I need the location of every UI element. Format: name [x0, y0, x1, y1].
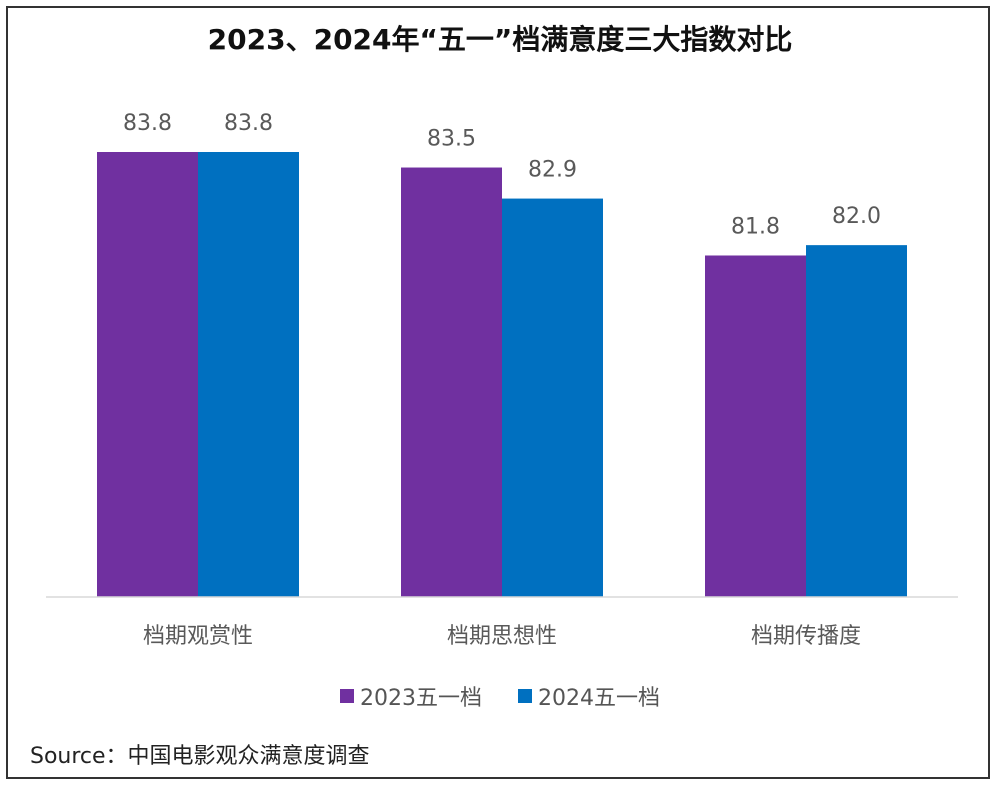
legend-swatch-2023 — [340, 689, 354, 703]
data-label-2023-2: 81.8 — [731, 214, 780, 239]
legend-item-2024: 2024五一档 — [518, 680, 660, 712]
data-label-2023-1: 83.5 — [427, 127, 476, 152]
bar-2024-2 — [806, 245, 907, 598]
legend-label-2024: 2024五一档 — [538, 686, 660, 711]
chart-legend: 2023五一档 2024五一档 — [0, 680, 1000, 712]
bar-2024-0 — [198, 152, 299, 597]
legend-swatch-2024 — [518, 689, 532, 703]
data-label-2024-0: 83.8 — [224, 111, 273, 136]
legend-item-2023: 2023五一档 — [340, 680, 482, 712]
category-label-2: 档期传播度 — [751, 624, 861, 649]
category-label-1: 档期思想性 — [447, 624, 557, 649]
data-label-2024-2: 82.0 — [832, 204, 881, 229]
legend-label-2023: 2023五一档 — [360, 686, 482, 711]
data-label-2024-1: 82.9 — [528, 158, 577, 183]
chart-title: 2023、2024年“五一”档满意度三大指数对比 — [207, 23, 793, 56]
bar-2023-0 — [97, 152, 198, 597]
data-label-2023-0: 83.8 — [123, 111, 172, 136]
category-label-0: 档期观赏性 — [143, 624, 253, 649]
bar-2023-1 — [401, 167, 502, 597]
source-note: Source：中国电影观众满意度调查 — [30, 744, 370, 769]
bar-2024-1 — [502, 198, 603, 597]
bar-2023-2 — [705, 255, 806, 597]
